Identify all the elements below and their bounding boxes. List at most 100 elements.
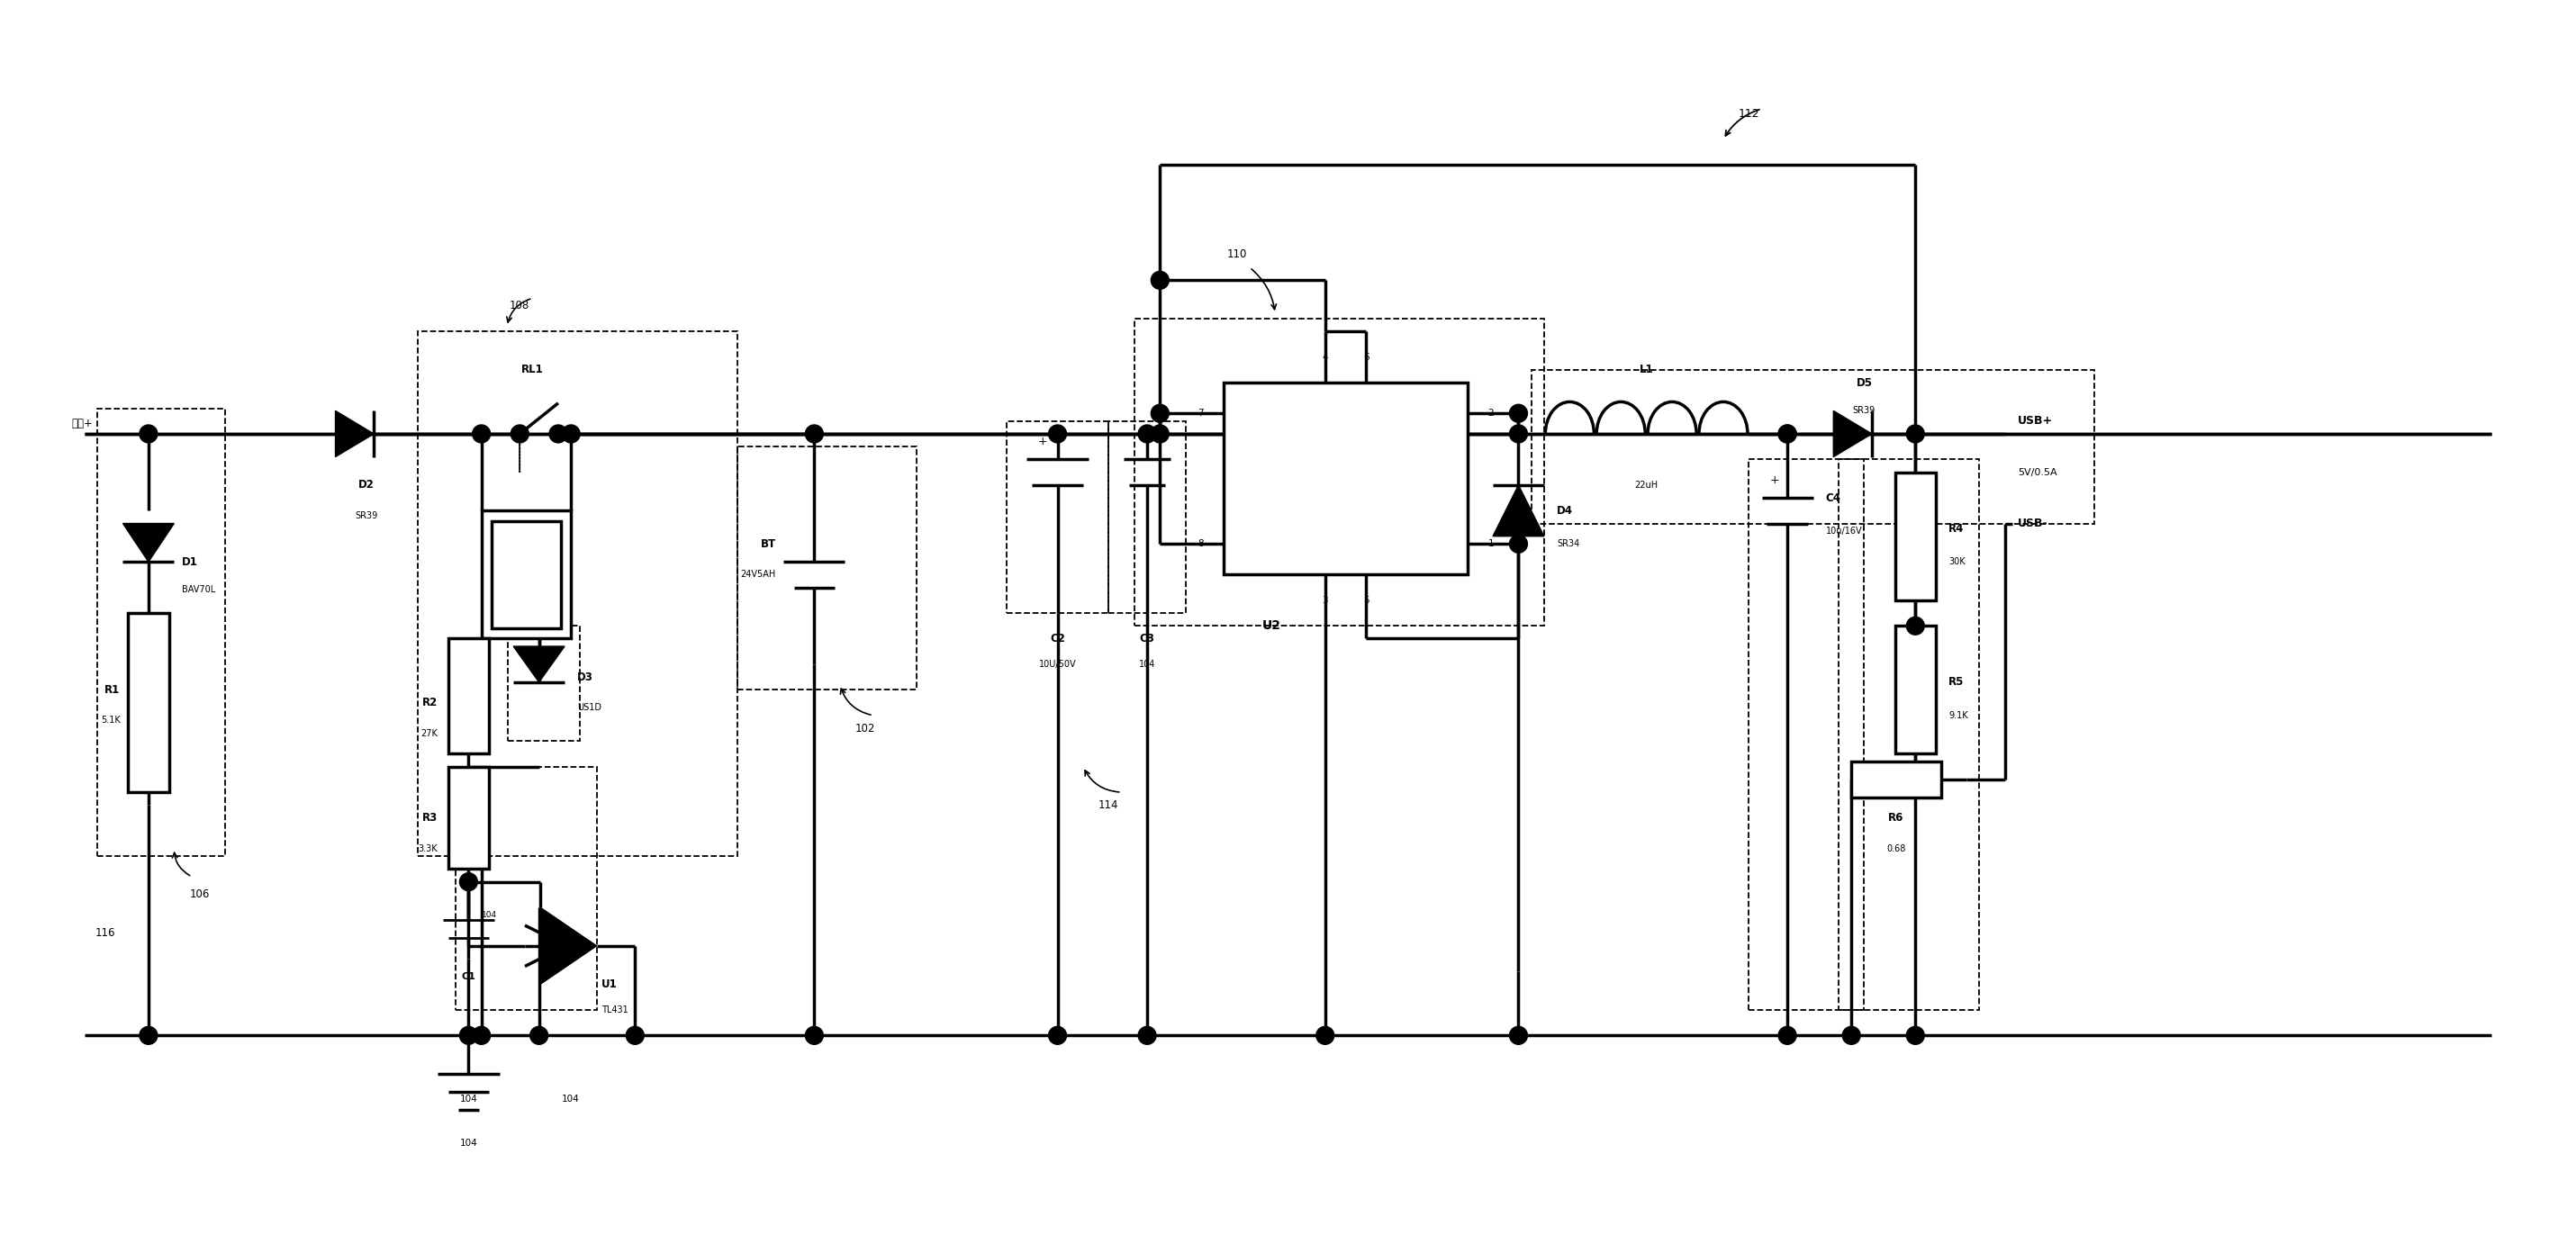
Bar <box>1749 459 1865 1010</box>
Bar <box>1896 626 1935 754</box>
Circle shape <box>1139 1026 1157 1045</box>
Circle shape <box>1510 1026 1528 1045</box>
Text: 3.3K: 3.3K <box>417 845 438 853</box>
Text: D5: D5 <box>1857 377 1873 388</box>
Text: 116: 116 <box>95 927 116 939</box>
Bar <box>98 408 224 856</box>
Text: 8: 8 <box>1198 540 1203 549</box>
Text: 0.68: 0.68 <box>1886 845 1906 853</box>
Circle shape <box>139 425 157 443</box>
Text: sw: sw <box>1417 540 1430 549</box>
Bar <box>1852 761 1940 797</box>
Text: 22uH: 22uH <box>1636 480 1659 490</box>
Text: R2: R2 <box>422 697 438 709</box>
Bar <box>129 613 170 792</box>
Text: 10u/16V: 10u/16V <box>1826 526 1862 536</box>
Text: BT: BT <box>760 539 775 550</box>
Bar <box>1839 459 1978 1010</box>
Text: 5.1K: 5.1K <box>100 717 121 725</box>
Circle shape <box>626 1026 644 1045</box>
Circle shape <box>1151 404 1170 422</box>
Text: 充电+: 充电+ <box>72 418 93 429</box>
Text: C3: C3 <box>1139 633 1154 644</box>
Text: +: + <box>1770 474 1780 485</box>
Text: 104: 104 <box>459 1095 477 1103</box>
Circle shape <box>1906 617 1924 634</box>
Bar <box>492 521 562 628</box>
Circle shape <box>1510 404 1528 422</box>
Text: cs: cs <box>1355 505 1363 514</box>
Circle shape <box>1048 425 1066 443</box>
Text: 2: 2 <box>1489 409 1494 418</box>
Circle shape <box>1777 425 1795 443</box>
Text: 7: 7 <box>1198 409 1203 418</box>
Text: en: en <box>1319 474 1332 483</box>
Circle shape <box>1777 425 1795 443</box>
Text: 104: 104 <box>459 1138 477 1147</box>
Bar <box>1108 420 1185 613</box>
Polygon shape <box>541 907 598 984</box>
Circle shape <box>1510 425 1528 443</box>
Text: 104: 104 <box>562 1095 580 1103</box>
Text: 3: 3 <box>1321 596 1329 605</box>
Text: fb: fb <box>1275 474 1285 483</box>
Circle shape <box>471 425 489 443</box>
Circle shape <box>459 1026 477 1045</box>
Text: sw: sw <box>1417 409 1430 418</box>
Text: +: + <box>1038 435 1048 448</box>
Text: USB+: USB+ <box>2017 415 2053 427</box>
Text: 30K: 30K <box>1947 557 1965 566</box>
Text: 5: 5 <box>1363 596 1368 605</box>
Text: D1: D1 <box>183 556 198 567</box>
Bar <box>448 766 489 870</box>
Circle shape <box>1510 535 1528 552</box>
Circle shape <box>510 425 528 443</box>
Text: C2: C2 <box>1051 633 1064 644</box>
Text: D3: D3 <box>577 672 592 683</box>
Bar <box>1896 473 1935 601</box>
Text: 110: 110 <box>1226 249 1247 260</box>
Text: L1: L1 <box>1638 364 1654 376</box>
Circle shape <box>1139 425 1157 443</box>
Circle shape <box>459 873 477 891</box>
Text: RL1: RL1 <box>520 364 544 376</box>
Text: vin: vin <box>1262 540 1275 549</box>
Text: US1D: US1D <box>577 703 603 713</box>
Text: 102: 102 <box>855 723 876 734</box>
Text: C4: C4 <box>1826 491 1842 504</box>
Text: R5: R5 <box>1947 677 1965 688</box>
Bar <box>1530 369 2094 524</box>
Circle shape <box>562 425 580 443</box>
Text: 27K: 27K <box>420 729 438 738</box>
Circle shape <box>1842 1026 1860 1045</box>
Text: 106: 106 <box>191 888 209 901</box>
Text: 6: 6 <box>1363 352 1368 362</box>
Text: R6: R6 <box>1888 812 1904 824</box>
Text: SR39: SR39 <box>355 511 379 520</box>
Text: XL4001i: XL4001i <box>1324 449 1368 458</box>
Polygon shape <box>335 411 374 457</box>
Text: R3: R3 <box>422 812 438 824</box>
Circle shape <box>1048 1026 1066 1045</box>
Circle shape <box>1777 1026 1795 1045</box>
Text: C1: C1 <box>461 972 477 982</box>
Bar <box>456 766 598 1010</box>
Text: 4: 4 <box>1321 352 1329 362</box>
Bar <box>1224 383 1468 575</box>
Text: D4: D4 <box>1556 505 1574 516</box>
Text: U1: U1 <box>603 978 618 990</box>
Circle shape <box>531 1026 549 1045</box>
Circle shape <box>471 1026 489 1045</box>
Text: U2: U2 <box>1262 620 1280 632</box>
Bar <box>448 638 489 754</box>
Text: 24V5AH: 24V5AH <box>739 570 775 580</box>
Text: R4: R4 <box>1947 522 1965 535</box>
Circle shape <box>806 425 824 443</box>
Text: 10U/50V: 10U/50V <box>1038 659 1077 669</box>
Text: R1: R1 <box>106 684 121 695</box>
Text: SR34: SR34 <box>1556 540 1579 549</box>
Circle shape <box>1316 1026 1334 1045</box>
Bar <box>507 626 580 741</box>
Circle shape <box>1151 271 1170 289</box>
Circle shape <box>806 1026 824 1045</box>
